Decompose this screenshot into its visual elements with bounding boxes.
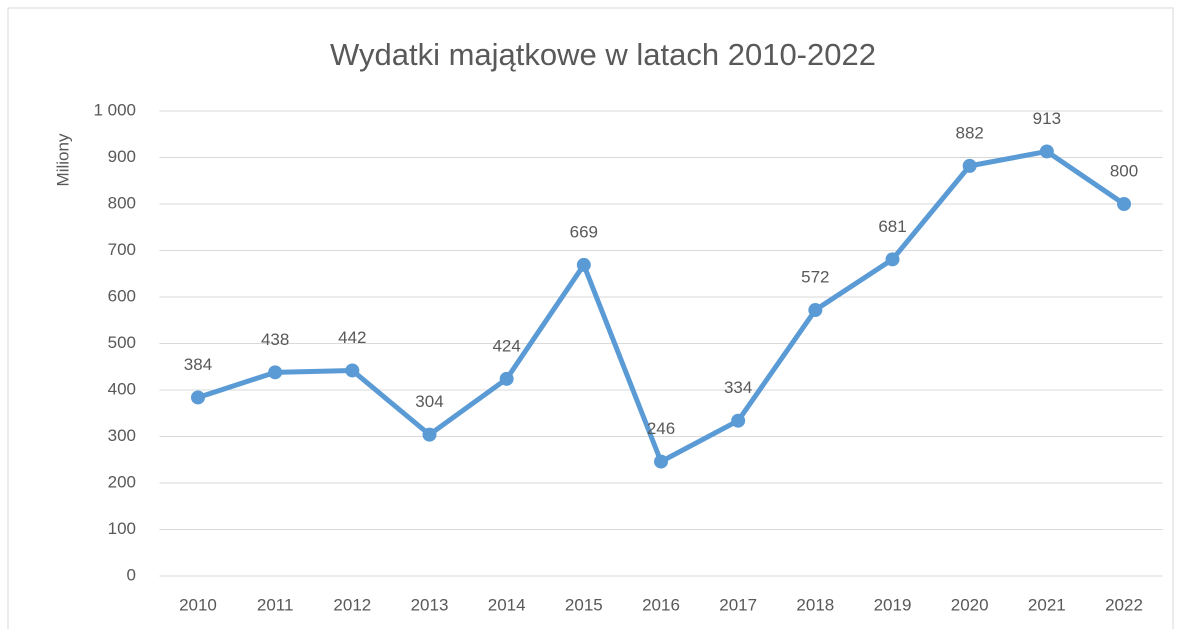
data-label: 572 xyxy=(801,268,829,287)
chart-border xyxy=(7,7,1174,629)
x-tick-label: 2021 xyxy=(1028,595,1066,614)
y-tick-label: 900 xyxy=(108,147,136,166)
y-tick-label: 500 xyxy=(108,333,136,352)
x-tick-label: 2014 xyxy=(488,595,526,614)
x-tick-label: 2016 xyxy=(642,595,680,614)
marker xyxy=(576,257,591,272)
marker xyxy=(190,390,205,405)
y-tick-label: 400 xyxy=(108,379,136,398)
marker xyxy=(499,371,514,386)
marker xyxy=(962,158,977,173)
marker xyxy=(808,303,823,318)
marker xyxy=(1117,197,1132,211)
data-label: 669 xyxy=(570,222,598,241)
data-label: 246 xyxy=(647,419,675,438)
data-label: 882 xyxy=(955,123,983,142)
data-label: 384 xyxy=(184,355,212,374)
marker xyxy=(731,413,746,428)
x-tick-label: 2018 xyxy=(796,595,834,614)
y-tick-label: 700 xyxy=(108,240,136,259)
y-tick-label: 1 000 xyxy=(93,100,136,119)
x-tick-label: 2017 xyxy=(719,595,757,614)
data-label: 442 xyxy=(338,328,366,347)
y-tick-label: 200 xyxy=(108,472,136,491)
x-tick-label: 2010 xyxy=(179,595,217,614)
x-tick-label: 2013 xyxy=(411,595,449,614)
data-label: 424 xyxy=(492,336,520,355)
x-tick-label: 2015 xyxy=(565,595,603,614)
x-tick-label: 2022 xyxy=(1105,595,1143,614)
data-label: 800 xyxy=(1110,161,1138,180)
data-label: 334 xyxy=(724,378,752,397)
data-label: 681 xyxy=(878,217,906,236)
y-axis-label: Miliony xyxy=(53,133,72,186)
y-tick-label: 100 xyxy=(108,519,136,538)
marker xyxy=(885,252,900,267)
x-tick-label: 2012 xyxy=(333,595,371,614)
marker xyxy=(1039,144,1054,159)
marker xyxy=(268,365,283,380)
y-tick-label: 800 xyxy=(108,193,136,212)
x-tick-label: 2019 xyxy=(874,595,912,614)
marker xyxy=(654,454,668,469)
marker xyxy=(422,427,437,442)
y-tick-label: 600 xyxy=(108,286,136,305)
y-tick-label: 0 xyxy=(127,565,136,584)
data-label: 438 xyxy=(261,330,289,349)
chart-title: Wydatki majątkowe w latach 2010-2022 xyxy=(330,37,876,72)
data-label: 913 xyxy=(1033,109,1061,128)
x-tick-label: 2020 xyxy=(951,595,989,614)
data-label: 304 xyxy=(415,392,443,411)
x-tick-label: 2011 xyxy=(257,595,294,614)
y-tick-label: 300 xyxy=(108,426,136,445)
marker xyxy=(345,363,360,378)
